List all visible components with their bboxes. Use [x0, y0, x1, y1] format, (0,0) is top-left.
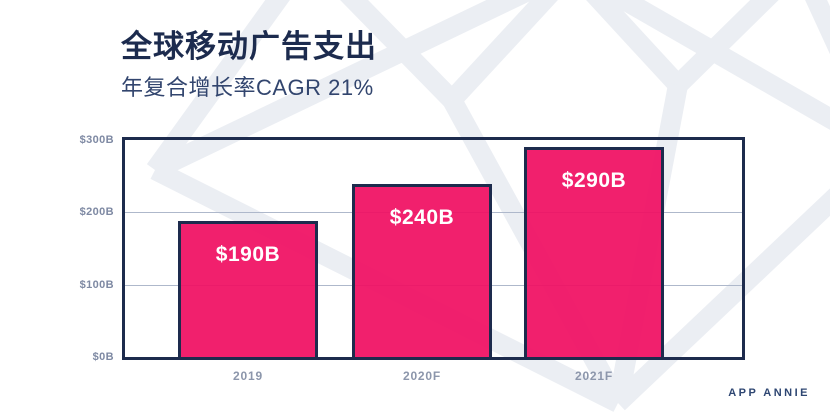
app-annie-brand-text: APP ANNIE	[728, 387, 810, 399]
x-axis-label-2019: 2019	[233, 369, 263, 383]
x-axis-label-2021f: 2021F	[574, 369, 614, 383]
chart-title: 全球移动广告支出	[121, 29, 377, 64]
bar-2021f: $290B	[524, 147, 664, 360]
chart-subtitle: 年复合增长率CAGR 21%	[121, 75, 374, 101]
chart-header: 全球移动广告支出 年复合增长率CAGR 21%	[121, 28, 377, 102]
y-axis-tick-300b: $300B	[79, 134, 114, 146]
bar-2019: $190B	[178, 221, 318, 360]
x-axis-label-2020f: 2020F	[402, 369, 442, 383]
bar-value-label-2021f: $290B	[561, 169, 627, 192]
y-axis-tick-100b: $100B	[79, 279, 114, 291]
y-axis-tick-0b: $0B	[92, 351, 114, 363]
y-axis-tick-200b: $200B	[79, 206, 114, 218]
bar-2020f: $240B	[352, 184, 492, 360]
bar-value-label-2019: $190B	[215, 243, 281, 266]
bar-value-label-2020f: $240B	[389, 206, 455, 229]
